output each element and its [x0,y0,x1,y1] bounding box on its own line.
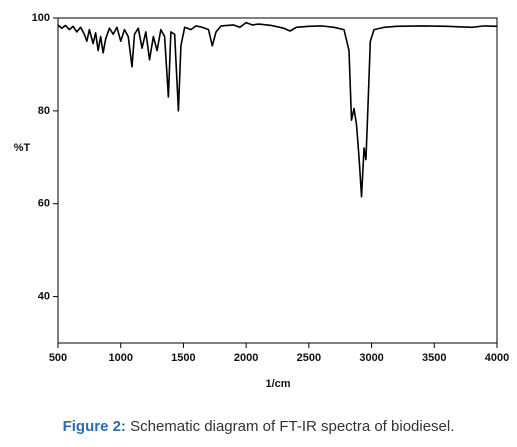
x-tick-label: 4000 [485,352,509,364]
y-tick-label: 60 [38,198,50,210]
y-tick-label: 80 [38,105,50,117]
x-tick-label: 500 [49,352,67,364]
plot-frame [57,17,498,344]
y-tick-label: 40 [38,290,50,302]
x-tick-label: 2500 [297,352,321,364]
x-tick-label: 3000 [359,352,383,364]
y-tick-label: 100 [32,12,50,24]
x-tick-label: 1500 [171,352,195,364]
x-tick-label: 1000 [108,352,132,364]
y-axis-label: %T [14,142,31,154]
spectrum-line [57,21,498,198]
caption-text: Schematic diagram of FT-IR spectra of bi… [130,418,455,435]
x-tick-label: 2000 [234,352,258,364]
chart: %T 1/cm 40 60 80 100 500 1000 1500 2000 2500 3000… [14,12,509,390]
x-tick-label: 3500 [422,352,446,364]
caption-label: Figure 2: [62,418,126,435]
caption: Figure 2: Schematic diagram of FT-IR spe… [0,418,517,435]
x-axis-label: 1/cm [265,378,290,390]
